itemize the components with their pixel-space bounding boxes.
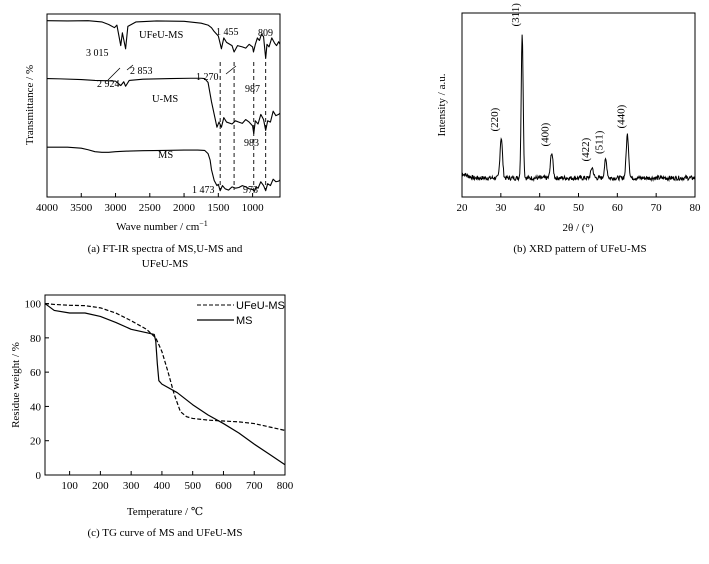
tg-x-tick-label: 600 bbox=[215, 480, 232, 492]
ftir-x-tick-label: 3000 bbox=[105, 202, 128, 214]
ftir-annotation-983: 983 bbox=[244, 138, 259, 149]
tg-y-tick-label: 100 bbox=[25, 299, 42, 311]
xrd-pattern bbox=[461, 34, 696, 183]
ftir-series-label-ufeu-ms: UFeU-MS bbox=[139, 30, 183, 41]
ftir-caption-line-1: (a) FT-IR spectra of MS,U-MS and bbox=[87, 243, 243, 255]
xrd-x-tick-label: 70 bbox=[651, 202, 663, 214]
tg-x-tick-label: 100 bbox=[61, 480, 78, 492]
xrd-x-tick-label: 30 bbox=[495, 202, 507, 214]
ftir-line-ms bbox=[47, 146, 281, 192]
tg-y-axis-label: Residue weight / % bbox=[10, 342, 22, 428]
ftir-x-axis-label: Wave number / cm−1 bbox=[116, 219, 208, 233]
xrd-peak-label: (220) bbox=[489, 107, 501, 131]
ftir-caption-line-2: UFeU-MS bbox=[141, 258, 189, 270]
tg-legend: UFeU-MS MS bbox=[197, 300, 285, 327]
ftir-x-tick-label: 3500 bbox=[70, 202, 93, 214]
tg-caption: (c) TG curve of MS and UFeU-MS bbox=[87, 527, 243, 539]
ftir-series-label-u-ms: U-MS bbox=[152, 94, 178, 105]
tg-x-tick-label: 300 bbox=[123, 480, 140, 492]
xrd-peak-label: (440) bbox=[615, 104, 627, 128]
ftir-line-ufeu-ms bbox=[46, 20, 281, 59]
tg-y-tick-label: 60 bbox=[30, 367, 42, 379]
ftir-y-axis-label: Transmittance / % bbox=[24, 65, 36, 145]
ftir-annotation-1473: 1 473 bbox=[192, 185, 215, 196]
tg-panel: 100 200 300 400 500 600 700 800 0 20 40 60 80 100 UFe… bbox=[10, 294, 294, 518]
ftir-annotation-973: 973 bbox=[243, 185, 258, 196]
ftir-x-tick-label: 1500 bbox=[207, 202, 230, 214]
ftir-ticks: 4000 3500 3000 2500 2000 1500 1000 bbox=[36, 193, 264, 214]
tg-x-axis-label: Temperature / ℃ bbox=[127, 506, 203, 518]
xrd-peak-label: (422) bbox=[580, 137, 592, 161]
xrd-x-tick-label: 40 bbox=[534, 202, 546, 214]
ftir-annotation-3015: 3 015 bbox=[86, 48, 109, 59]
ftir-arrow-1270 bbox=[225, 65, 237, 75]
tg-x-tick-label: 400 bbox=[154, 480, 171, 492]
xrd-x-tick-label: 20 bbox=[457, 202, 469, 214]
tg-y-tick-label: 80 bbox=[30, 333, 42, 345]
tg-y-tick-label: 20 bbox=[30, 436, 42, 448]
tg-legend-label-ms: MS bbox=[236, 315, 253, 327]
xrd-x-tick-label: 50 bbox=[573, 202, 585, 214]
tg-plot-frame bbox=[44, 294, 286, 476]
xrd-peak-labels: (220) (311) (400) (422) (511) (440) bbox=[489, 3, 627, 162]
ftir-line-u-ms bbox=[46, 77, 281, 135]
ftir-arrow-2924 bbox=[107, 67, 121, 81]
ftir-dashed-lines bbox=[219, 62, 267, 190]
tg-line-ms bbox=[44, 303, 286, 466]
ftir-annotation-2853: 2 853 bbox=[130, 66, 153, 77]
xrd-pattern-line bbox=[461, 34, 696, 183]
ftir-plot-frame bbox=[46, 13, 281, 198]
ftir-x-tick-label: 2500 bbox=[139, 202, 162, 214]
xrd-peak-label: (311) bbox=[510, 3, 522, 27]
xrd-caption: (b) XRD pattern of UFeU-MS bbox=[513, 243, 647, 255]
ftir-caption: (a) FT-IR spectra of MS,U-MS and UFeU-MS bbox=[40, 242, 290, 272]
tg-ticks: 100 200 300 400 500 600 700 800 0 20 40 60 80 100 bbox=[25, 299, 294, 492]
tg-y-tick-label: 0 bbox=[36, 470, 42, 482]
tg-series-lines bbox=[44, 302, 286, 466]
ftir-annotation-809: 809 bbox=[258, 28, 273, 39]
xrd-ticks: 20 30 40 50 60 70 80 bbox=[457, 193, 702, 214]
ftir-x-tick-label: 2000 bbox=[173, 202, 196, 214]
tg-x-tick-label: 800 bbox=[277, 480, 294, 492]
ftir-series-lines bbox=[46, 20, 281, 192]
xrd-panel: 20 30 40 50 60 70 80 (220) (311) (400) (422) (511)… bbox=[436, 3, 701, 234]
ftir-annotation-2924: 2 924 bbox=[97, 79, 120, 90]
xrd-plot-frame bbox=[461, 12, 696, 198]
ftir-series-label-ms: MS bbox=[158, 150, 173, 161]
ftir-panel: 4000 3500 3000 2500 2000 1500 1000 Wave number… bbox=[24, 13, 281, 233]
tg-y-tick-label: 40 bbox=[30, 401, 42, 413]
tg-x-tick-label: 200 bbox=[92, 480, 109, 492]
xrd-peak-label: (400) bbox=[540, 122, 552, 146]
tg-legend-label-ufeu-ms: UFeU-MS bbox=[236, 300, 285, 312]
ftir-x-tick-label: 1000 bbox=[242, 202, 265, 214]
tg-line-ufeu-ms bbox=[44, 302, 286, 432]
xrd-x-tick-label: 80 bbox=[690, 202, 702, 214]
tg-x-tick-label: 500 bbox=[184, 480, 201, 492]
xrd-x-tick-label: 60 bbox=[612, 202, 624, 214]
ftir-annotation-1455: 1 455 bbox=[216, 27, 239, 38]
xrd-x-axis-label: 2θ / (°) bbox=[562, 222, 593, 234]
ftir-arrow-2853 bbox=[126, 64, 134, 71]
tg-x-tick-label: 700 bbox=[246, 480, 263, 492]
xrd-peak-label: (511) bbox=[594, 130, 606, 154]
ftir-x-tick-label: 4000 bbox=[36, 202, 59, 214]
ftir-annotation-1270: 1 270 bbox=[196, 72, 219, 83]
ftir-annotation-987: 987 bbox=[245, 84, 260, 95]
xrd-y-axis-label: Intensity / a.u. bbox=[436, 73, 448, 136]
